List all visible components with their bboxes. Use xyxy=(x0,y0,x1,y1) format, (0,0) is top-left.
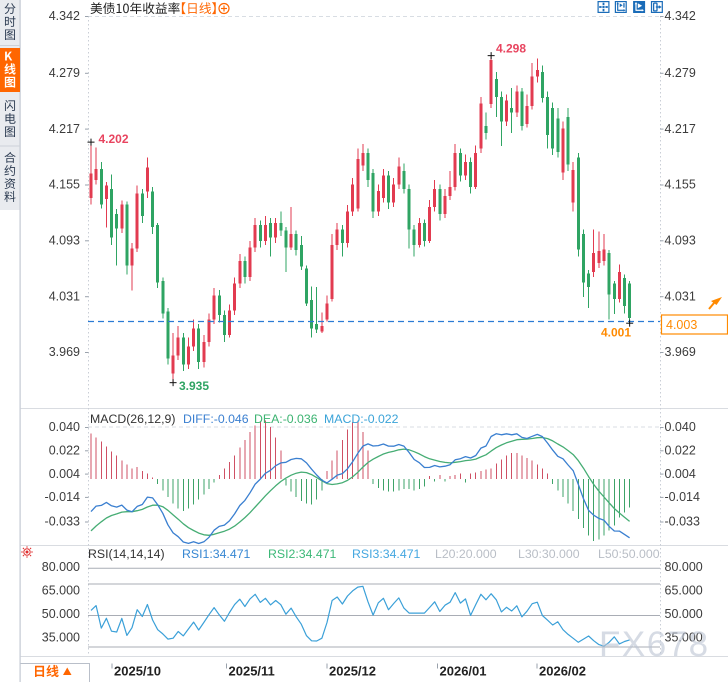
svg-text:0.022: 0.022 xyxy=(665,444,696,458)
svg-text:MACD(26,12,9): MACD(26,12,9) xyxy=(90,412,175,426)
svg-text:0.040: 0.040 xyxy=(665,420,696,434)
svg-text:3.969: 3.969 xyxy=(665,345,696,359)
svg-text:50.000: 50.000 xyxy=(42,607,80,621)
svg-text:50.000: 50.000 xyxy=(665,607,703,621)
svg-text:0.004: 0.004 xyxy=(49,467,80,481)
svg-text:4.003: 4.003 xyxy=(666,318,697,332)
svg-text:4.298: 4.298 xyxy=(496,42,526,56)
svg-text:3.969: 3.969 xyxy=(49,345,80,359)
svg-text:3.935: 3.935 xyxy=(179,379,209,393)
svg-text:MACD:-0.022: MACD:-0.022 xyxy=(324,412,399,426)
svg-text:RSI3:34.471: RSI3:34.471 xyxy=(352,547,421,561)
svg-text:DEA:-0.036: DEA:-0.036 xyxy=(254,412,318,426)
svg-text:4.093: 4.093 xyxy=(49,234,80,248)
svg-text:FX678: FX678 xyxy=(599,625,710,664)
svg-text:65.000: 65.000 xyxy=(665,583,703,597)
svg-text:4.279: 4.279 xyxy=(665,66,696,80)
svg-text:4.031: 4.031 xyxy=(49,289,80,303)
svg-text:RSI2:34.471: RSI2:34.471 xyxy=(268,547,337,561)
svg-text:0.022: 0.022 xyxy=(49,444,80,458)
svg-text:2026/01: 2026/01 xyxy=(440,664,487,679)
svg-text:L20:20.000: L20:20.000 xyxy=(435,547,497,561)
svg-text:4.093: 4.093 xyxy=(665,234,696,248)
svg-text:0.040: 0.040 xyxy=(49,420,80,434)
svg-text:0.004: 0.004 xyxy=(665,467,696,481)
svg-text:L30:30.000: L30:30.000 xyxy=(518,547,580,561)
svg-text:35.000: 35.000 xyxy=(42,631,80,645)
svg-text:4.001: 4.001 xyxy=(601,326,631,340)
svg-text:2026/02: 2026/02 xyxy=(539,664,586,679)
svg-text:RSI1:34.471: RSI1:34.471 xyxy=(182,547,251,561)
svg-text:4.342: 4.342 xyxy=(49,9,80,23)
svg-text:80.000: 80.000 xyxy=(42,560,80,574)
svg-text:4.217: 4.217 xyxy=(665,122,696,136)
svg-text:4.155: 4.155 xyxy=(665,178,696,192)
svg-text:65.000: 65.000 xyxy=(42,583,80,597)
svg-text:-0.014: -0.014 xyxy=(665,490,700,504)
svg-text:-0.014: -0.014 xyxy=(45,490,80,504)
svg-text:4.342: 4.342 xyxy=(665,9,696,23)
svg-text:-0.033: -0.033 xyxy=(665,515,700,529)
svg-text:2025/12: 2025/12 xyxy=(329,664,376,679)
svg-text:4.155: 4.155 xyxy=(49,178,80,192)
svg-text:4.217: 4.217 xyxy=(49,122,80,136)
svg-text:RSI(14,14,14): RSI(14,14,14) xyxy=(88,547,165,561)
svg-text:L50:50.000: L50:50.000 xyxy=(598,547,660,561)
svg-text:2025/10: 2025/10 xyxy=(114,664,161,679)
svg-text:-0.033: -0.033 xyxy=(45,515,80,529)
svg-text:2025/11: 2025/11 xyxy=(229,664,275,679)
svg-text:DIFF:-0.046: DIFF:-0.046 xyxy=(183,412,249,426)
svg-text:80.000: 80.000 xyxy=(665,560,703,574)
svg-text:4.279: 4.279 xyxy=(49,66,80,80)
svg-text:4.202: 4.202 xyxy=(99,132,129,146)
svg-text:4.031: 4.031 xyxy=(665,289,696,303)
